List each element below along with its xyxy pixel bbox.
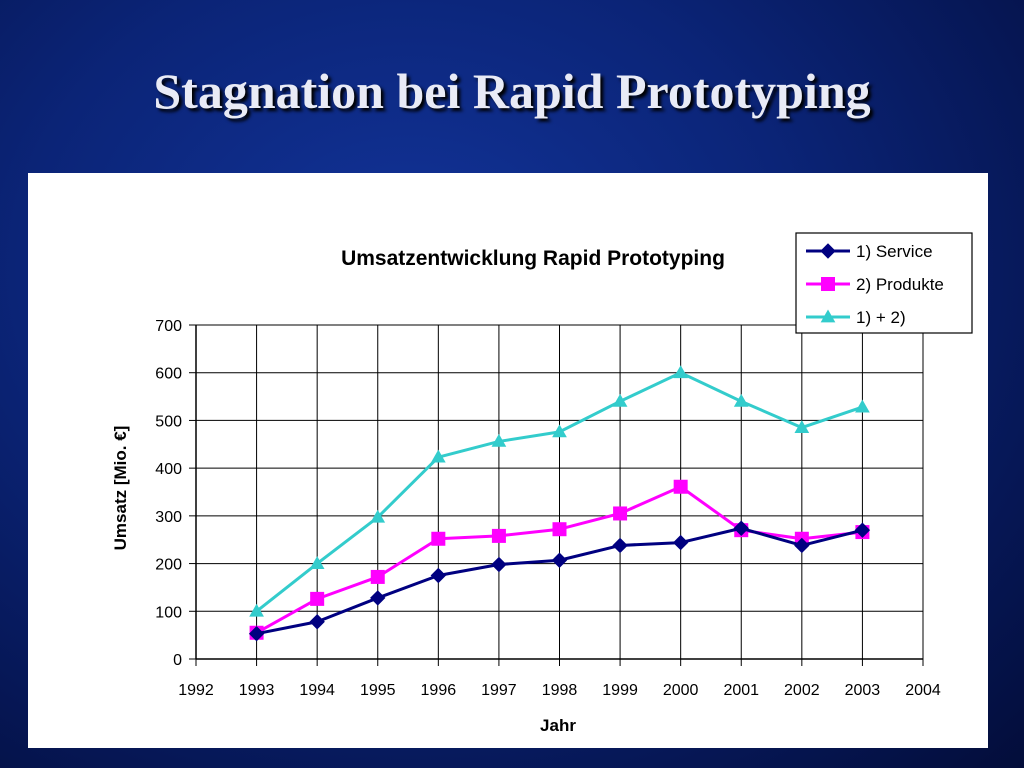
y-tick-label: 500 [155,413,182,430]
y-tick-label: 600 [155,366,182,383]
series-2-point [370,569,385,584]
series-2-point [673,479,688,494]
series-2-point [552,522,567,537]
chart-title: Umsatzentwicklung Rapid Prototyping [341,247,725,270]
y-axis-label: Umsatz [Mio. €] [111,426,130,551]
series-3-point [552,424,567,438]
series-1-point [491,556,507,573]
x-tick-label: 1998 [542,682,578,699]
series-1-point [551,552,568,568]
axes [189,324,924,666]
legend-marker [820,309,836,323]
legend-item: 1) + 2) [806,308,906,327]
y-tick-label: 100 [155,604,182,621]
series-3-point [612,393,628,407]
series-1-point [612,537,628,554]
series-1-point [794,537,810,554]
tick-labels: 0 100 200 300 400 500 600 700 1992 1993 1994 1995 19… [155,318,941,699]
series-1-point [248,626,265,642]
x-axis-label: Jahr [540,716,576,735]
y-tick-label: 0 [173,652,182,669]
series-layer [248,365,871,642]
x-tick-label: 1996 [421,682,457,699]
series-1 [248,520,871,642]
series-1-point [672,534,689,551]
x-tick-label: 2004 [905,682,941,699]
x-tick-label: 1999 [602,682,638,699]
y-tick-label: 400 [155,461,182,478]
legend-marker [820,243,836,259]
series-3-point [673,365,689,379]
x-tick-label: 2001 [723,682,759,699]
series-1-point [430,567,447,584]
series-2-point [310,591,325,606]
series-2-point [491,528,506,543]
x-tick-label: 1993 [239,682,275,699]
series-2-point [431,531,446,546]
series-3 [249,365,870,617]
legend-item: 2) Produkte [806,275,944,294]
y-tick-label: 200 [155,557,182,574]
chart-panel: Umsatzentwicklung Rapid Prototyping 0 100… [28,173,988,748]
series-1-point [370,590,386,606]
x-tick-label: 2003 [845,682,881,699]
series-3-point [249,603,264,617]
slide-title: Stagnation bei Rapid Prototyping [153,63,871,119]
series-3-point [430,449,446,463]
x-tick-label: 1994 [299,682,335,699]
legend-item: 1) Service [806,242,933,261]
y-tick-label: 700 [155,318,182,335]
x-tick-label: 1997 [481,682,517,699]
x-tick-label: 1992 [178,682,214,699]
line-chart: Umsatzentwicklung Rapid Prototyping 0 100… [111,232,973,735]
series-1-point [854,522,871,538]
x-tick-label: 2002 [784,682,820,699]
legend-label: 1) + 2) [856,308,906,327]
series-3-point [309,556,325,569]
series-3-point [855,399,870,413]
legend-label: 2) Produkte [856,275,944,294]
legend-marker [821,277,835,291]
series-3-point [733,393,749,407]
legend: 1) Service 2) Produkte 1) + 2) [795,232,973,334]
grid-lines [196,324,924,659]
series-3-point [370,509,386,523]
x-tick-label: 2000 [663,682,699,699]
series-3-point [794,420,810,433]
y-tick-label: 300 [155,509,182,526]
series-2-point [613,506,628,521]
legend-label: 1) Service [856,242,933,261]
series-1-point [733,520,749,536]
x-tick-label: 1995 [360,682,396,699]
series-3-point [491,433,507,447]
series-1-point [309,614,325,630]
